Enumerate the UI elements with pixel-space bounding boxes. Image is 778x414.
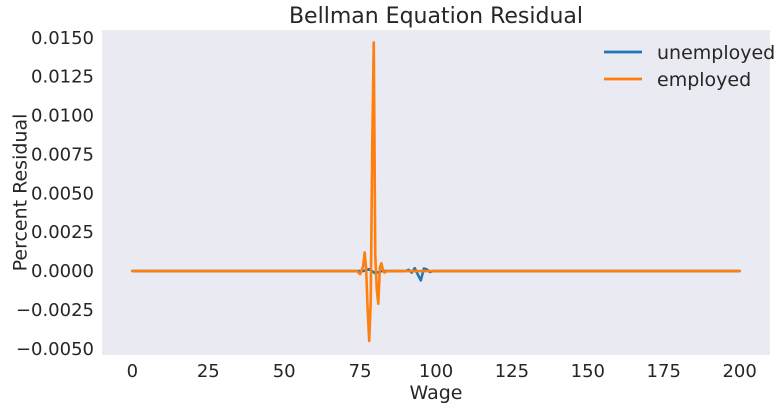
x-axis-label: Wage — [410, 382, 463, 404]
legend: unemployed employed — [604, 42, 775, 91]
x-tick-label: 100 — [419, 361, 453, 382]
series-layer — [131, 41, 741, 343]
y-tick-label: 0.0075 — [31, 144, 94, 165]
plot-background — [102, 30, 770, 355]
y-tick-label: 0.0100 — [31, 106, 94, 127]
x-tick-label: 200 — [722, 361, 756, 382]
x-tick-label: 75 — [349, 361, 372, 382]
y-axis-label: Percent Residual — [10, 114, 32, 272]
y-tick-label: 0.0125 — [31, 67, 94, 88]
legend-label-employed: employed — [657, 69, 751, 91]
y-tick-label: 0.0025 — [31, 222, 94, 243]
chart-title: Bellman Equation Residual — [289, 4, 583, 29]
y-tick-label: 0.0050 — [31, 183, 94, 204]
x-tick-label: 25 — [197, 361, 220, 382]
x-tick-label: 125 — [495, 361, 529, 382]
x-tick-label: 175 — [647, 361, 681, 382]
series-line-employed — [131, 41, 741, 343]
legend-label-unemployed: unemployed — [657, 42, 775, 64]
x-tick-label: 50 — [273, 361, 296, 382]
x-tick-label: 150 — [571, 361, 605, 382]
x-tick-label: 0 — [127, 361, 138, 382]
y-tick-label: −0.0050 — [16, 339, 94, 360]
y-tick-label: 0.0150 — [31, 28, 94, 49]
ticks-layer: 0 25 50 75 100 125 150 175 200 0.0150 0.0125 0.0100… — [16, 28, 757, 382]
y-tick-label: −0.0025 — [16, 300, 94, 321]
y-tick-label: 0.0000 — [31, 261, 94, 282]
